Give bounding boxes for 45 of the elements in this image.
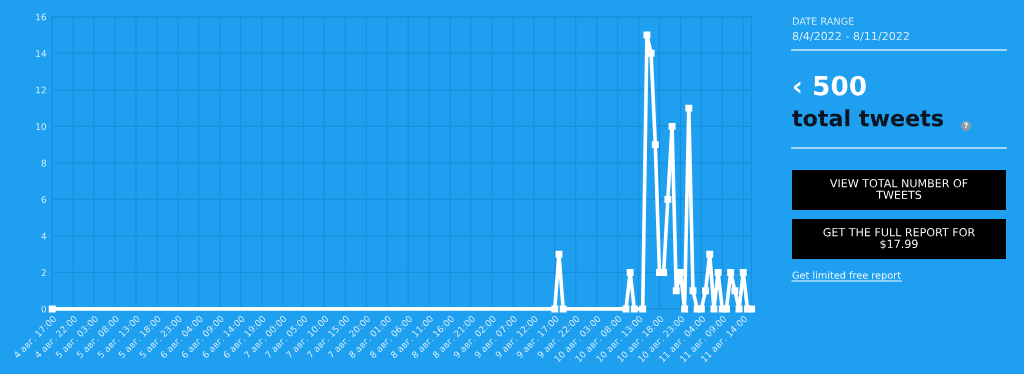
- point: [643, 31, 651, 39]
- point: [689, 287, 697, 295]
- text: ‹ 500: [794, 75, 866, 96]
- point: [672, 287, 680, 295]
- text: VIEW TOTAL NUMBER OF TWEETS: [829, 179, 968, 200]
- point: [731, 287, 739, 295]
- point: [685, 104, 693, 112]
- y-tick-label: 4: [41, 232, 47, 240]
- point: [676, 268, 684, 276]
- point: [735, 305, 743, 313]
- point: [681, 305, 689, 313]
- y-tick-label: 6: [41, 196, 47, 203]
- point: [639, 305, 647, 313]
- text: DATE RANGE: [792, 17, 854, 25]
- point: [48, 305, 56, 313]
- point: [622, 305, 630, 313]
- y-tick-label: 2: [41, 269, 46, 276]
- point: [651, 141, 659, 149]
- point: [559, 305, 567, 313]
- point: [739, 268, 747, 276]
- text: GET THE FULL REPORT FOR $17.99: [823, 228, 975, 250]
- point: [551, 305, 559, 313]
- point: [630, 305, 638, 313]
- point: [723, 305, 730, 313]
- point: [664, 195, 672, 203]
- point: [748, 305, 756, 313]
- point: [647, 49, 655, 57]
- y-tick-label: 8: [41, 159, 47, 167]
- point: [714, 268, 722, 276]
- text: Get limited free report: [792, 271, 901, 281]
- text: total tweets: [792, 109, 943, 127]
- y-tick-label: 16: [36, 13, 47, 21]
- point: [555, 250, 563, 258]
- point: [727, 268, 735, 276]
- point: [710, 305, 718, 313]
- point: [697, 305, 705, 313]
- y-tick-label: 14: [36, 50, 47, 57]
- y-tick-label: 12: [36, 86, 46, 94]
- text: 8/4/2022 - 8/11/2022: [792, 31, 909, 42]
- y-tick-label: 10: [36, 123, 47, 130]
- point: [706, 250, 714, 258]
- point: [668, 122, 676, 130]
- point: [702, 287, 710, 295]
- y-tick-label: 0: [41, 305, 47, 313]
- point: [626, 268, 634, 276]
